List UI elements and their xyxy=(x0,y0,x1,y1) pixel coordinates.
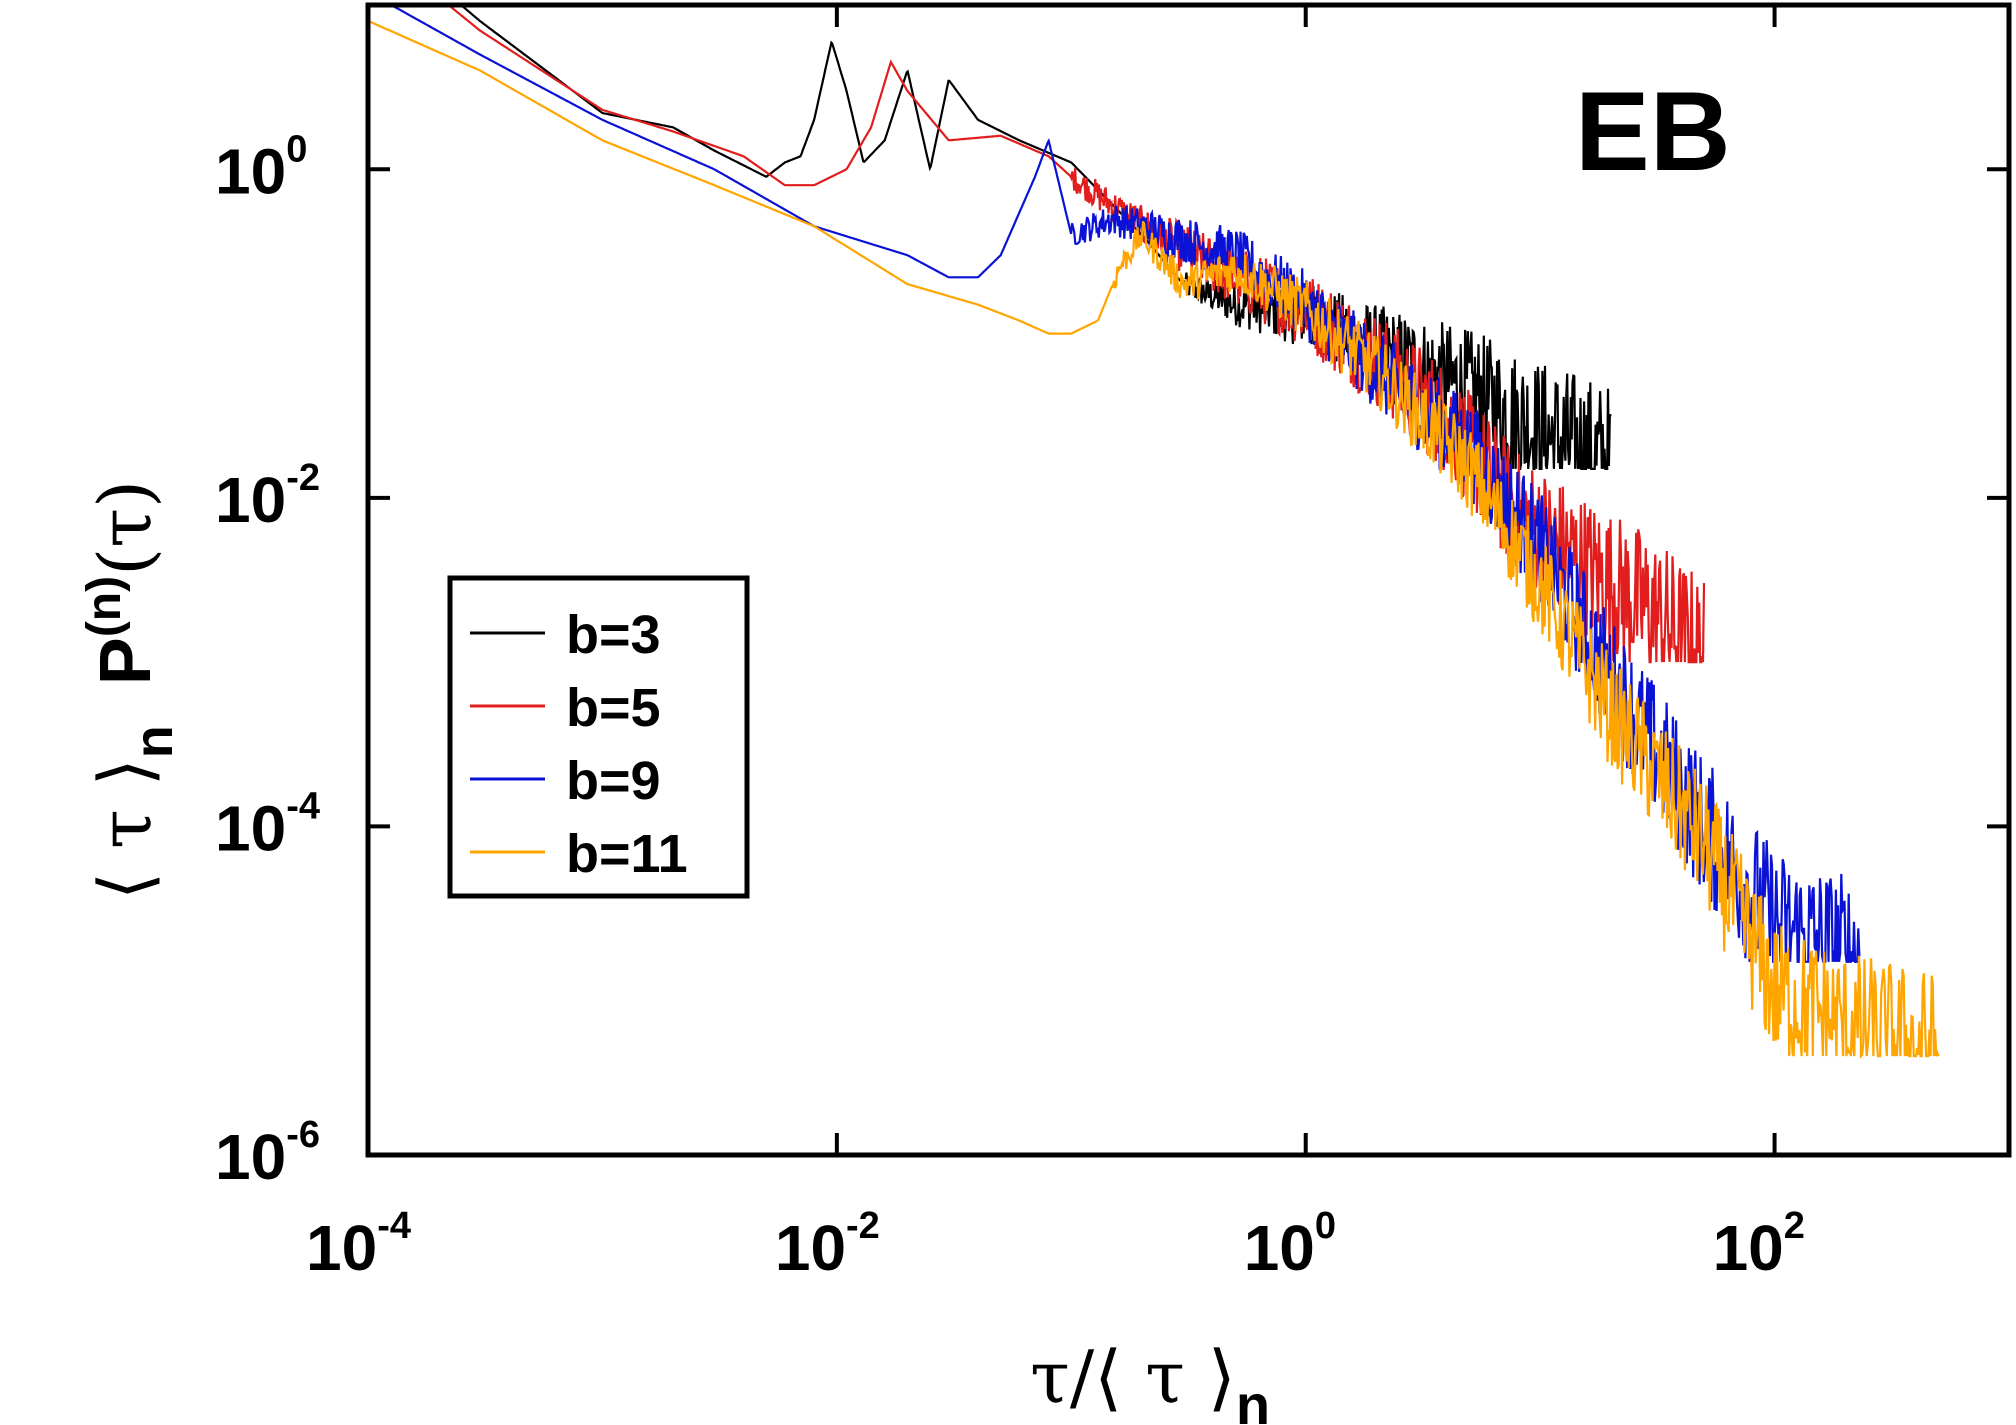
x-tick-label-2: 100 xyxy=(1244,1205,1336,1284)
x-tick-exp-1: -2 xyxy=(846,1205,880,1247)
x-tick-exp-0: -4 xyxy=(377,1205,411,1247)
legend-label-b=3: b=3 xyxy=(566,605,661,665)
x-tick-base-0: 10 xyxy=(306,1212,377,1284)
y-tick-base-3: 10 xyxy=(215,135,286,207)
y-tick-base-2: 10 xyxy=(215,464,286,536)
y-title-sub: n xyxy=(124,725,184,758)
x-tick-exp-2: 0 xyxy=(1315,1205,1336,1247)
legend-box xyxy=(447,575,750,899)
y-tick-base-1: 10 xyxy=(215,792,286,864)
legend: b=3 b=5 b=9 b=11 xyxy=(447,575,750,899)
y-tick-base-0: 10 xyxy=(215,1121,286,1193)
y-title-arg: (τ) xyxy=(83,480,167,576)
x-tick-exp-3: 2 xyxy=(1784,1205,1805,1247)
y-title-bracket: ⟨ τ ⟩ xyxy=(83,758,167,900)
series-layer xyxy=(367,3,1940,1060)
x-title-sub: n xyxy=(1236,1373,1270,1425)
y-tick-label-1: 10-4 xyxy=(215,785,320,864)
x-title-bracket: /⟨ τ ⟩ xyxy=(1070,1335,1236,1419)
y-axis-title: ⟨ τ ⟩n P(n)(τ) xyxy=(78,480,184,900)
y-tick-label-3: 100 xyxy=(215,128,307,207)
x-tick-label-0: 10-4 xyxy=(306,1205,411,1284)
x-tick-base-3: 10 xyxy=(1713,1212,1784,1284)
legend-label-b=5: b=5 xyxy=(566,678,661,738)
x-tick-label-3: 102 xyxy=(1713,1205,1805,1284)
legend-label-b=9: b=9 xyxy=(566,751,661,811)
panel-label: EB xyxy=(1575,69,1731,194)
ticks-layer xyxy=(366,5,2009,1157)
y-title-sup: (n) xyxy=(78,576,131,637)
x-tick-base-2: 10 xyxy=(1244,1212,1315,1284)
y-tick-exp-1: -4 xyxy=(286,785,320,827)
y-tick-label-0: 10-6 xyxy=(215,1114,320,1193)
y-tick-label-2: 10-2 xyxy=(215,457,320,536)
plot-frame xyxy=(365,2,2012,1158)
legend-label-b=11: b=11 xyxy=(566,824,688,884)
x-tick-base-1: 10 xyxy=(775,1212,846,1284)
x-tick-label-1: 10-2 xyxy=(775,1205,880,1284)
y-tick-exp-0: -6 xyxy=(286,1114,320,1156)
y-tick-exp-2: -2 xyxy=(286,457,320,499)
series-line-b=5 xyxy=(368,3,1706,664)
x-title-tau: τ xyxy=(1030,1335,1070,1419)
y-title-p: P xyxy=(86,637,166,685)
y-tick-exp-3: 0 xyxy=(286,128,307,170)
legend-items: b=3 b=5 b=9 b=11 xyxy=(470,605,688,884)
x-axis-title: τ/⟨ τ ⟩n xyxy=(1030,1335,1270,1425)
series-line-b=11 xyxy=(367,19,1940,1060)
